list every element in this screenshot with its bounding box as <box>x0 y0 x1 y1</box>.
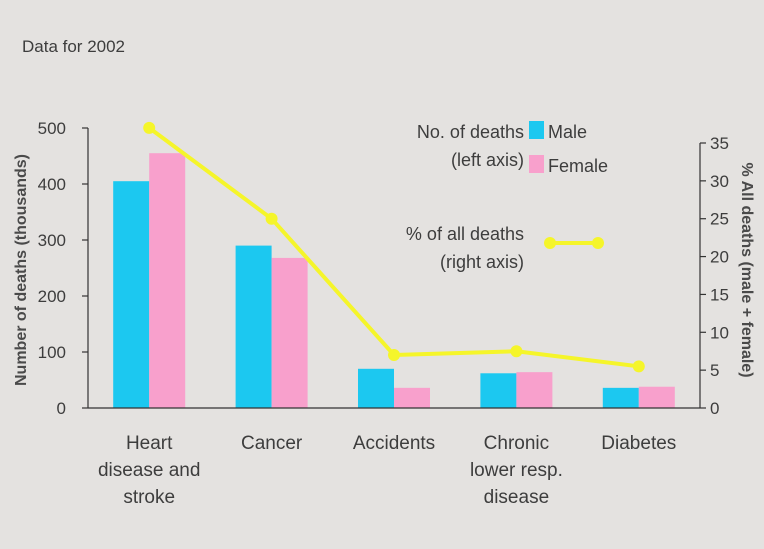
category-label-line: disease <box>484 487 550 508</box>
category-label-line: lower resp. <box>470 460 563 481</box>
bars-layer <box>113 153 675 408</box>
left-axis-ticks: 0 100 200 300 400 500 <box>38 119 88 418</box>
category-label-line: Accidents <box>353 433 435 454</box>
percent-line-point <box>143 121 156 134</box>
bar-female <box>149 153 186 408</box>
right-tick-label: 25 <box>710 210 729 229</box>
bar-female <box>271 257 308 408</box>
bar-male <box>358 368 394 408</box>
category-label-line: Cancer <box>241 433 303 454</box>
legend-line-marker <box>592 237 604 249</box>
left-tick-label: 300 <box>38 231 66 250</box>
bar-female <box>394 387 430 408</box>
line-layer <box>143 121 645 373</box>
bar-female <box>638 386 675 408</box>
percent-line-point <box>388 349 400 361</box>
right-tick-label: 35 <box>710 134 729 153</box>
category-labels: Heart disease and stroke Cancer Accidents Chr… <box>98 433 676 508</box>
left-axis-title: Number of deaths (thousands) <box>13 154 30 386</box>
bar-male <box>235 245 272 408</box>
left-tick-label: 0 <box>57 399 66 418</box>
percent-line-point <box>510 345 523 358</box>
legend-line-label-line1: % of all deaths <box>406 224 524 244</box>
right-tick-label: 5 <box>710 361 719 380</box>
category-label-line: Heart <box>126 433 173 454</box>
legend-line-label-line2: (right axis) <box>440 252 524 272</box>
bar-male <box>602 387 639 408</box>
bar-male <box>113 181 150 408</box>
category-label-line: Diabetes <box>601 433 676 454</box>
right-axis-title: % All deaths (male + female) <box>738 162 755 377</box>
legend-male-label: Male <box>548 122 587 142</box>
legend-bars-label-line1: No. of deaths <box>417 122 524 142</box>
percent-line-point <box>632 360 645 373</box>
right-axis-ticks: 0 5 10 15 20 25 30 35 <box>700 134 729 418</box>
left-tick-label: 100 <box>38 343 66 362</box>
left-tick-label: 500 <box>38 119 66 138</box>
bar-male <box>480 373 517 408</box>
legend: No. of deaths (left axis) Male Female % … <box>406 121 608 272</box>
category-label: Accidents <box>353 433 435 454</box>
category-label-line: disease and <box>98 460 200 481</box>
bar-female <box>516 372 553 408</box>
left-tick-label: 200 <box>38 287 66 306</box>
right-tick-label: 15 <box>710 285 729 304</box>
category-label-line: Chronic <box>484 433 549 454</box>
right-tick-label: 0 <box>710 399 719 418</box>
legend-female-label: Female <box>548 156 608 176</box>
right-tick-label: 10 <box>710 323 729 342</box>
legend-male-swatch <box>529 121 544 139</box>
percent-line-point <box>265 212 278 225</box>
right-tick-label: 20 <box>710 248 729 267</box>
right-tick-label: 30 <box>710 172 729 191</box>
left-tick-label: 400 <box>38 175 66 194</box>
legend-line-marker <box>544 237 556 249</box>
category-label: Diabetes <box>601 433 676 454</box>
legend-female-swatch <box>529 155 544 173</box>
category-label: Chronic lower resp. disease <box>470 433 563 508</box>
category-label: Cancer <box>241 433 303 454</box>
chart-subtitle: Data for 2002 <box>22 37 125 56</box>
category-label: Heart disease and stroke <box>98 433 200 508</box>
category-label-line: stroke <box>123 487 175 508</box>
legend-bars-label-line2: (left axis) <box>451 150 524 170</box>
